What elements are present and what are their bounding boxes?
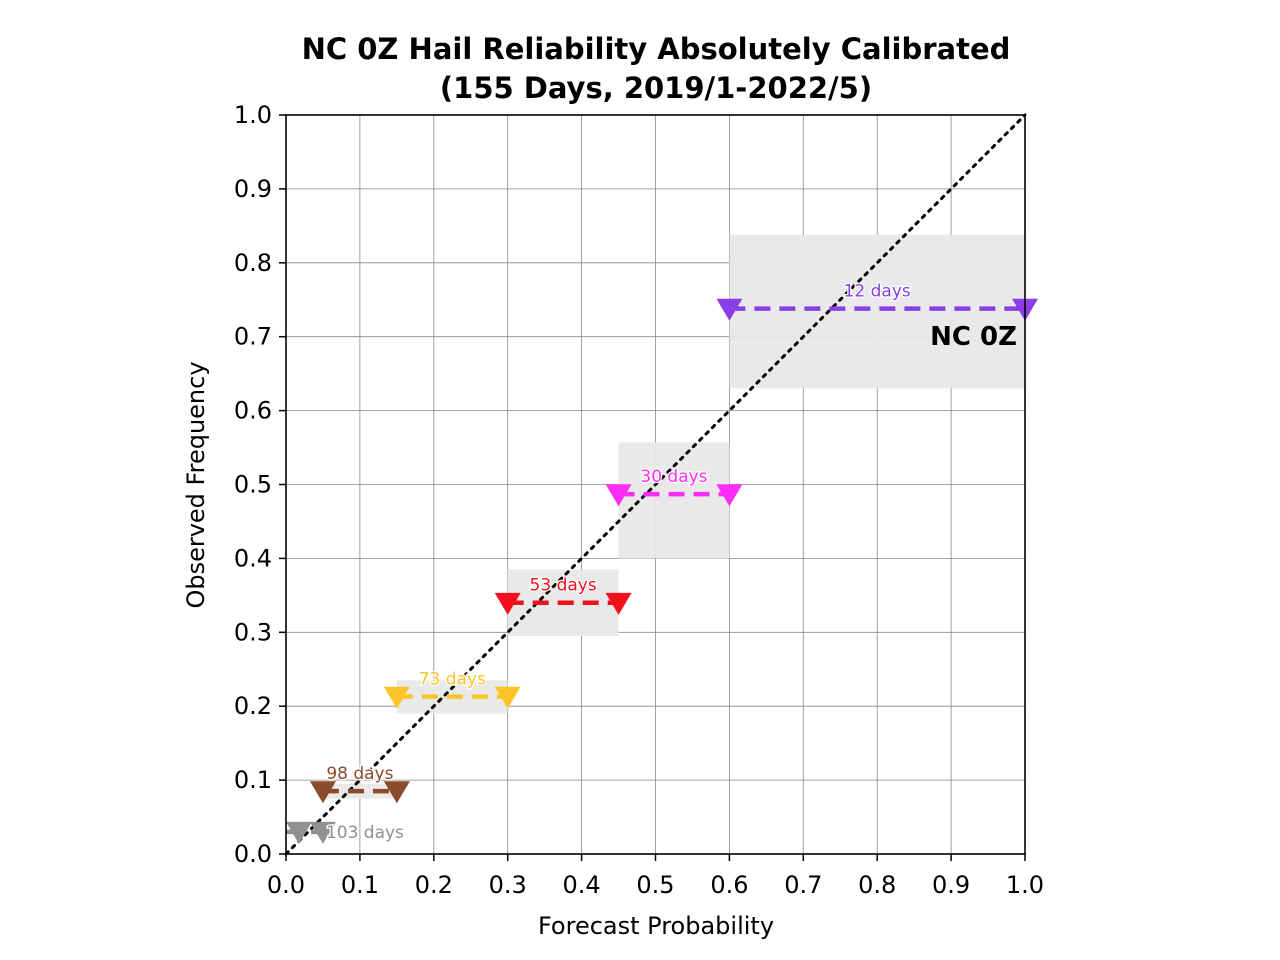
- y-tick-label: 0.4: [234, 544, 272, 572]
- bin-marker-left: [309, 781, 336, 804]
- x-tick-label: 0.9: [932, 871, 970, 899]
- bin-marker-left: [494, 592, 521, 615]
- axis-ticks: 0.0 0.1 0.2 0.3 0.4 0.5 0.6 0.7 0.8 0.9 1.0 0.0 0.1 0…: [234, 101, 1044, 899]
- bin-marker-left: [383, 686, 410, 709]
- x-tick-label: 0.2: [415, 871, 453, 899]
- bin-count-label: 12 days: [844, 282, 911, 302]
- x-tick-label: 0.1: [341, 871, 379, 899]
- diagonal-reference-line: [284, 113, 1027, 856]
- y-tick-label: 0.1: [234, 766, 272, 794]
- y-tick-label: 0.6: [234, 397, 272, 425]
- y-tick-label: 0.8: [234, 249, 272, 277]
- bin-marker-left: [716, 298, 743, 321]
- bin-marker-right: [383, 781, 410, 804]
- bin-marker-left: [605, 484, 632, 507]
- x-tick-label: 0.6: [710, 871, 748, 899]
- bin-marker-right: [494, 686, 521, 709]
- chart-subtitle: (155 Days, 2019/1-2022/5): [440, 71, 872, 105]
- bin-marker-right: [716, 484, 743, 507]
- bin-count-label: 30 days: [640, 467, 707, 487]
- x-tick-label: 0.0: [267, 871, 305, 899]
- y-tick-label: 0.5: [234, 471, 272, 499]
- y-tick-label: 0.0: [234, 840, 272, 868]
- bin-count-label: 73 days: [419, 670, 486, 690]
- y-tick-label: 0.9: [234, 175, 272, 203]
- bin-count-label: 98 days: [326, 764, 393, 784]
- x-tick-label: 0.4: [563, 871, 601, 899]
- bin-range-box: [618, 442, 730, 559]
- bin-marker-left: [286, 821, 312, 844]
- x-tick-label: 0.3: [489, 871, 527, 899]
- x-axis-label: Forecast Probability: [538, 912, 774, 940]
- y-tick-label: 0.7: [234, 323, 272, 351]
- x-tick-label: 0.5: [636, 871, 674, 899]
- y-tick-label: 0.2: [234, 692, 272, 720]
- bin-range-boxes: [322, 234, 1025, 799]
- x-tick-label: 0.8: [858, 871, 896, 899]
- bin-marker-right: [309, 821, 336, 844]
- bin-count-label: 53 days: [530, 576, 597, 596]
- y-tick-label: 0.3: [234, 618, 272, 646]
- y-tick-label: 1.0: [234, 101, 272, 129]
- x-tick-label: 0.7: [784, 871, 822, 899]
- bin-series: 103 days 98 days 73 days 53 days 30 days 12 d…: [286, 280, 1038, 844]
- bin-marker-right: [605, 592, 632, 615]
- x-tick-label: 1.0: [1006, 871, 1044, 899]
- region-label: NC 0Z: [930, 322, 1017, 352]
- bin-range-box: [729, 234, 1025, 389]
- perfect-reliability-line: [284, 113, 1027, 856]
- y-axis-label: Observed Frequency: [182, 361, 210, 608]
- chart-title: NC 0Z Hail Reliability Absolutely Calibr…: [302, 32, 1011, 66]
- bin-count-label: 103 days: [326, 823, 404, 843]
